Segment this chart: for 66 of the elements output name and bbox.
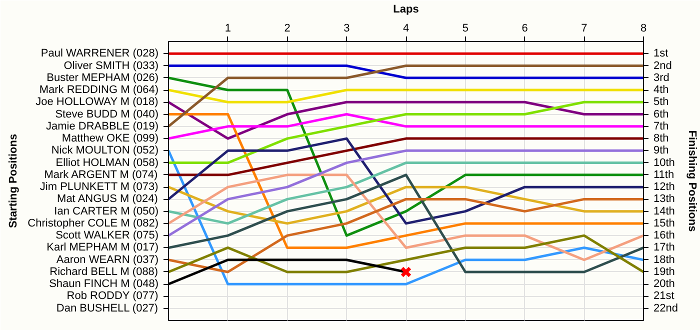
- x-tick-label: 7: [581, 22, 588, 34]
- y-tick-label: 4th: [654, 84, 669, 96]
- y-tick-label: 19th: [654, 266, 675, 278]
- y-tick-label: 15th: [654, 217, 675, 230]
- text: Richard BELL M (088): [50, 266, 158, 278]
- y-tick-label: 2nd: [654, 60, 672, 72]
- y-tick-label: 20th: [654, 278, 675, 290]
- line-series: [168, 162, 644, 225]
- y-axis-title: Finishing Positions: [686, 130, 698, 232]
- y-tick-label: 18th: [654, 254, 675, 266]
- x-tick-label: 4: [402, 22, 410, 34]
- text: Paul WARRENER (028): [40, 48, 159, 60]
- text: Aaron WEARN (037): [56, 254, 159, 266]
- y-tick-label: 3rd: [654, 72, 670, 84]
- y-tick-label: 5th: [654, 96, 669, 108]
- line-series: [168, 137, 644, 225]
- x-tick-label: 1: [224, 22, 231, 34]
- y-tick-label: 12th: [654, 181, 675, 194]
- y-tick-label: 1st: [654, 48, 668, 60]
- y-tick-label: 11th: [654, 168, 674, 181]
- text: Mat ANGUS M (024): [57, 193, 158, 206]
- text: Shaun FINCH M (048): [49, 278, 159, 290]
- text: Joe HOLLOWAY M (018): [36, 96, 158, 108]
- text: Starting Positions: [8, 134, 20, 228]
- line-series: [168, 100, 644, 164]
- text: Elliot HOLMAN (058): [56, 156, 159, 169]
- text: Steve BUDD M (040): [55, 108, 159, 120]
- text: Christopher COLE M (082): [28, 217, 159, 230]
- y-tick-label: 17th: [654, 242, 675, 254]
- text: Jamie DRABBLE (019): [46, 120, 159, 132]
- line-series: [168, 234, 644, 274]
- x-tick-label: 5: [462, 22, 468, 34]
- x-tick-label: 6: [522, 22, 528, 34]
- line-series: [168, 186, 644, 225]
- x-tick-label: 3: [344, 22, 350, 34]
- y-tick-label: 16th: [654, 230, 675, 242]
- text: Matthew OKE (099): [62, 132, 158, 145]
- x-tick-label: 2: [284, 22, 290, 34]
- y-tick-label: 6th: [654, 108, 669, 120]
- x-tick-label: 8: [640, 22, 647, 34]
- y-tick-label: 10th: [654, 156, 675, 169]
- y-tick-label: 7th: [654, 120, 669, 132]
- y-tick-label: 13th: [654, 193, 675, 206]
- line-series: [168, 113, 644, 249]
- line-series: [168, 149, 644, 286]
- y-tick-label: 9th: [654, 144, 669, 157]
- text: Nick MOULTON (052): [51, 144, 159, 157]
- line-series: [168, 198, 644, 274]
- text: Mark REDDING M (064): [39, 84, 159, 96]
- text: Karl MEPHAM M (017): [46, 242, 159, 254]
- text: Oliver SMITH (033): [64, 60, 159, 72]
- text: Buster MEPHAM (026): [46, 72, 159, 84]
- text: Scott WALKER (075): [56, 230, 158, 242]
- y-tick-label: 21st: [654, 290, 674, 302]
- line-series: [168, 137, 644, 176]
- line-series: [168, 76, 644, 237]
- line-series: [168, 149, 644, 237]
- x-axis-title: Laps: [393, 4, 419, 16]
- y-tick-label: 22nd: [654, 302, 678, 314]
- y-tick-label: 14th: [654, 205, 675, 218]
- text: Jim PLUNKETT M (073): [40, 181, 158, 194]
- text: Mark ARGENT M (074): [44, 168, 158, 181]
- text: Rob RODDY (077): [66, 290, 158, 302]
- text: Ian CARTER M (050): [54, 205, 158, 218]
- y-tick-label: 8th: [654, 132, 669, 145]
- text: Dan BUSHELL (027): [56, 302, 158, 314]
